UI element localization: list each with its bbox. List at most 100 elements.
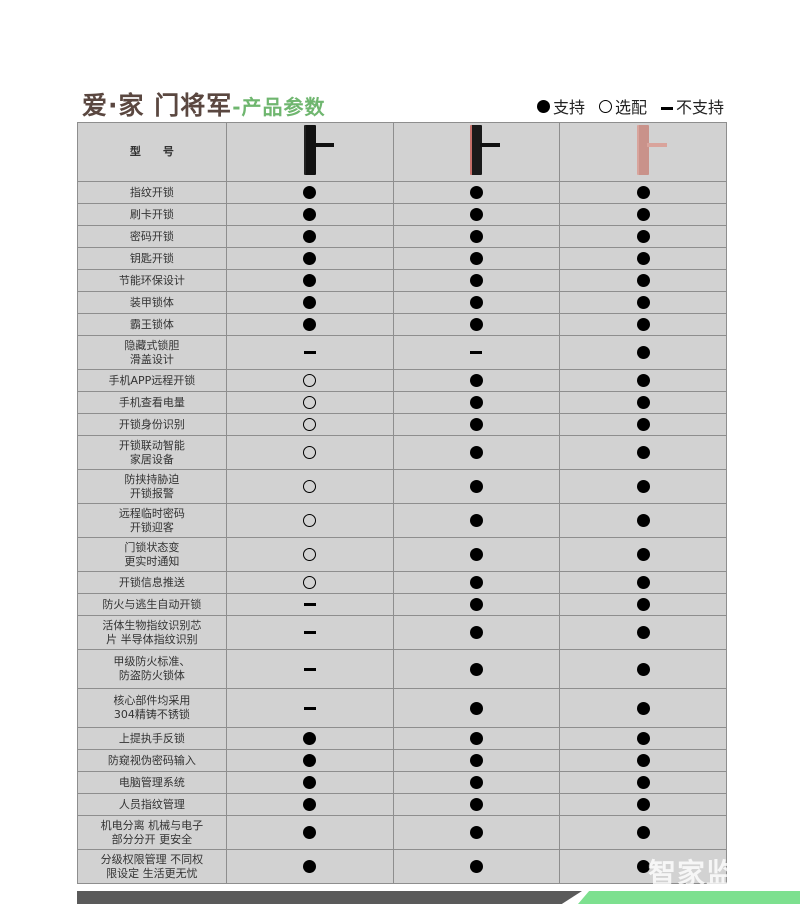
support-cell [559,291,727,314]
door-lock-image [637,125,668,175]
filled-circle-icon [636,418,650,431]
table-row: 开锁身份识别 [77,413,727,436]
support-cell [559,688,727,728]
filled-circle-icon [469,776,483,789]
table-row: 电脑管理系统 [77,771,727,794]
filled-circle-icon [636,346,650,359]
support-cell [225,688,394,728]
support-cell [559,203,727,226]
legend: 支持 选配 不支持 [536,94,724,118]
support-cell [225,727,394,750]
filled-circle-icon [469,208,483,221]
filled-circle-icon [636,826,650,839]
filled-circle-icon [303,296,317,309]
support-cell [559,469,727,504]
filled-circle-icon [303,186,317,199]
support-cell [559,727,727,750]
support-cell [392,181,561,204]
support-cell [225,435,394,470]
table-row: 隐藏式锁胆 滑盖设计 [77,335,727,370]
support-cell [559,335,727,370]
door-lock-image [470,125,501,175]
dash-icon [303,667,316,671]
table-row: 指纹开锁 [77,181,727,204]
filled-circle-icon [636,776,650,789]
filled-circle-icon [636,626,650,639]
filled-circle-icon [303,318,317,331]
watermark: 智家监控网 [648,857,794,890]
filled-circle-icon [469,826,483,839]
header-row: 型 号 [77,122,727,182]
filled-circle-icon [636,662,650,676]
filled-circle-icon [636,860,650,873]
filled-circle-icon [636,598,650,611]
support-cell [225,649,394,689]
support-cell [559,269,727,292]
feature-label: 刷卡开锁 [77,203,227,226]
feature-label: 钥匙开锁 [77,247,227,270]
empty-circle-icon [303,514,317,527]
dash-icon [660,107,673,110]
legend-none: 不支持 [660,94,724,118]
support-cell [225,225,394,248]
support-cell [559,181,727,204]
table-row: 防窥视伪密码输入 [77,749,727,772]
filled-circle-icon [636,754,650,767]
empty-circle-icon [303,418,317,431]
support-cell [559,593,727,616]
feature-label: 密码开锁 [77,225,227,248]
feature-label: 上提执手反锁 [77,727,227,750]
filled-circle-icon [636,396,650,409]
feature-label: 活体生物指纹识别芯 片 半导体指纹识别 [77,615,227,650]
table-row: 甲级防火标准、 防盗防火锁体 [77,649,727,689]
filled-circle-icon [469,396,483,409]
dash-icon [303,631,316,634]
support-cell [225,571,394,594]
filled-circle-icon [303,274,317,287]
support-cell [392,369,561,392]
model-image-3 [559,122,727,182]
support-cell [392,391,561,414]
filled-circle-icon [469,548,483,561]
support-cell [225,593,394,616]
empty-circle-icon [303,480,317,493]
feature-label: 甲级防火标准、 防盗防火锁体 [77,649,227,689]
filled-circle-icon [303,826,317,839]
filled-circle-icon [636,230,650,243]
table-row: 刷卡开锁 [77,203,727,226]
model-image-1 [225,122,394,182]
support-cell [392,771,561,794]
support-cell [559,571,727,594]
support-cell [392,503,561,538]
filled-circle-icon [303,208,317,221]
table-row: 防火与逃生自动开锁 [77,593,727,616]
filled-circle-icon [469,318,483,331]
table-row: 机电分离 机械与电子 部分分开 更安全 [77,815,727,850]
empty-circle-icon [303,548,317,561]
table-row: 核心部件均采用 304精铸不锈锁 [77,688,727,728]
filled-circle-icon [469,860,483,873]
spec-table: 型 号 指纹开锁 刷卡开锁 密码开锁 钥匙开锁 节能环保设计 装甲锁体 霸王锁体 隐藏式锁胆 … [77,122,727,884]
support-cell [392,593,561,616]
filled-circle-icon [303,230,317,243]
filled-circle-icon [636,252,650,265]
feature-label: 指纹开锁 [77,181,227,204]
page-title: 爱·家 门将军-产品参数 [82,86,326,122]
support-cell [559,225,727,248]
support-cell [392,849,561,884]
support-cell [392,649,561,689]
feature-label: 人员指纹管理 [77,793,227,816]
filled-circle-icon [636,514,650,527]
subtitle: -产品参数 [232,95,326,119]
support-cell [225,503,394,538]
filled-circle-icon [636,318,650,331]
support-cell [225,771,394,794]
support-cell [225,181,394,204]
support-cell [225,335,394,370]
filled-circle-icon [303,754,317,767]
footer-bar-green [578,891,800,904]
feature-label: 防火与逃生自动开锁 [77,593,227,616]
filled-circle-icon [303,860,317,873]
support-cell [559,771,727,794]
